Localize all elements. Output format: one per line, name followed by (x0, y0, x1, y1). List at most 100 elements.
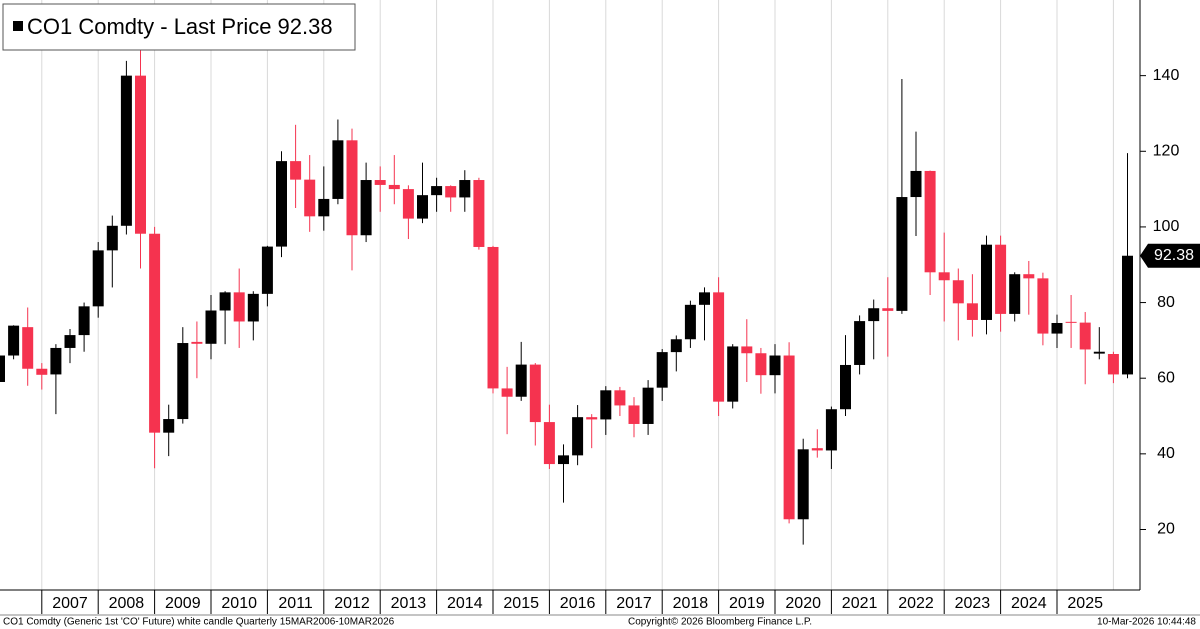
legend-value: 92.38 (278, 14, 333, 39)
legend-marker (13, 21, 23, 31)
x-tick-label: 2024 (1011, 595, 1047, 612)
candle-body (727, 346, 739, 402)
candle-body (1051, 322, 1063, 334)
footer-center: Copyright© 2026 Bloomberg Finance L.P. (628, 617, 812, 628)
x-tick-label: 2007 (52, 595, 88, 612)
candle-body (670, 339, 682, 353)
candle-body (177, 343, 189, 420)
x-tick-label: 2019 (729, 595, 765, 612)
candle-body (854, 321, 866, 365)
candle-body (910, 170, 922, 198)
candle-body (755, 353, 767, 376)
candle-body (558, 455, 569, 465)
candle-body (1023, 274, 1035, 279)
candle-body (78, 306, 90, 336)
candle-body (106, 225, 118, 251)
y-tick-label: 80 (1157, 294, 1175, 311)
candle-body (431, 186, 443, 196)
candle-body (981, 244, 992, 320)
candle-body (882, 308, 894, 311)
candle-body (952, 280, 964, 304)
candle-body (276, 161, 287, 247)
x-tick-label: 2022 (898, 595, 934, 612)
candle-body (840, 364, 851, 410)
x-tick-label: 2021 (842, 595, 878, 612)
candle-body (346, 140, 358, 236)
last-price-tag (1140, 243, 1200, 268)
candle-body (995, 244, 1007, 314)
candle-body (896, 197, 908, 311)
candle-body (966, 303, 978, 320)
candle-body (586, 417, 598, 420)
candle-body (924, 170, 936, 273)
y-tick-label: 100 (1153, 218, 1180, 235)
candle-body (8, 325, 20, 356)
x-tick-label: 2017 (616, 595, 652, 612)
y-tick-label: 120 (1153, 143, 1180, 160)
y-tick-label: 140 (1153, 67, 1180, 84)
candle-body (388, 184, 400, 190)
candle-body (529, 364, 541, 423)
candle-body (0, 355, 5, 382)
candle-body (233, 292, 245, 322)
candle-body (1093, 351, 1105, 354)
candle-body (797, 449, 809, 520)
candle-body (614, 390, 626, 406)
candle-body (163, 419, 175, 433)
y-tick-label: 60 (1157, 369, 1175, 386)
candle-body (459, 180, 471, 198)
candle-body (515, 364, 527, 397)
candle-body (92, 250, 104, 307)
candle-body (247, 293, 259, 322)
candle-body (699, 292, 710, 305)
candle-body (402, 189, 414, 219)
y-tick-label: 40 (1157, 445, 1175, 462)
candle-body (1079, 322, 1091, 350)
legend-box (2, 3, 356, 51)
candle-body (628, 405, 640, 424)
x-tick-label: 2012 (334, 595, 370, 612)
x-tick-label: 2023 (955, 595, 991, 612)
y-tick-label: 20 (1157, 521, 1175, 538)
candle-body (205, 310, 217, 344)
candle-body (50, 347, 62, 375)
candle-body (600, 390, 612, 420)
candle-body (938, 272, 950, 281)
candle-body (656, 352, 668, 388)
candle-body (290, 161, 302, 180)
candles (0, 47, 1133, 545)
x-tick-label: 2020 (785, 595, 821, 612)
candle-body (318, 198, 330, 217)
candle-body (149, 233, 161, 433)
candle-body (741, 346, 753, 354)
candle-body (684, 304, 696, 340)
legend-label: CO1 Comdty - Last Price (27, 14, 272, 39)
candle-body (769, 355, 781, 376)
x-tick-label: 2025 (1067, 595, 1103, 612)
candle-body (332, 140, 344, 199)
candle-body (642, 387, 654, 424)
candle-body (1122, 255, 1133, 375)
candle-body (360, 180, 372, 236)
candle-body (120, 75, 132, 226)
x-tick-label: 2009 (165, 595, 201, 612)
candle-body (1107, 354, 1119, 375)
candle-body (64, 335, 76, 348)
candle-body (868, 308, 880, 322)
x-tick-label: 2010 (221, 595, 257, 612)
candle-body (36, 368, 48, 375)
candle-body (572, 417, 584, 456)
candle-body (219, 292, 231, 311)
x-tick-label: 2014 (447, 595, 483, 612)
candle-body (304, 179, 316, 217)
legend: CO1 Comdty - Last Price 92.38 (2, 3, 356, 51)
candle-body (1009, 274, 1021, 314)
x-tick-label: 2011 (278, 595, 313, 612)
candle-body (811, 448, 823, 451)
candle-body (543, 422, 555, 465)
candle-body (261, 246, 273, 294)
candle-body (825, 409, 837, 451)
candle-body (191, 341, 203, 344)
